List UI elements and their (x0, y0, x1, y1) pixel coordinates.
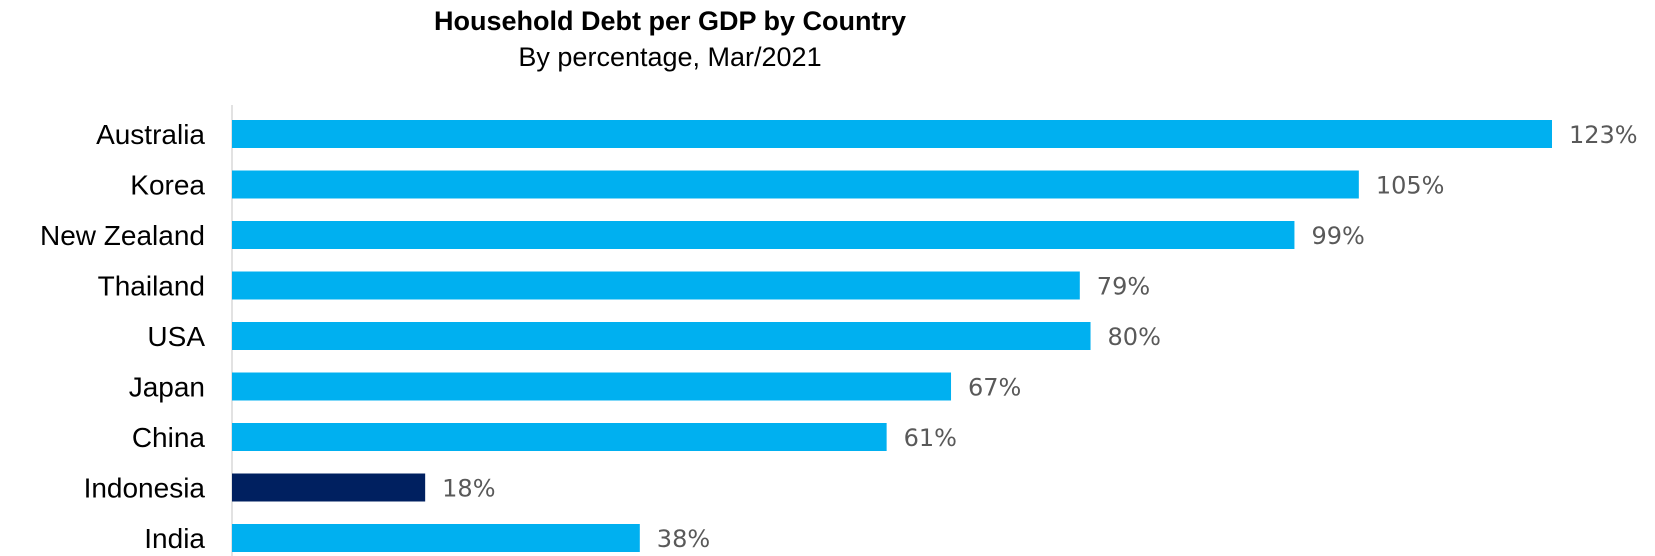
value-label-korea: 105% (1376, 172, 1445, 200)
category-label-australia: Australia (96, 119, 205, 150)
value-label-australia: 123% (1569, 121, 1638, 149)
value-label-indonesia: 18% (442, 475, 495, 503)
chart-subtitle: By percentage, Mar/2021 (518, 42, 822, 72)
category-label-indonesia: Indonesia (84, 473, 206, 504)
category-label-india: India (144, 523, 205, 554)
category-label-china: China (132, 422, 206, 453)
category-label-korea: Korea (130, 170, 205, 201)
category-label-japan: Japan (129, 372, 205, 403)
value-label-thailand: 79% (1097, 273, 1150, 301)
bar-usa (232, 322, 1091, 350)
bar-australia (232, 120, 1552, 148)
bar-japan (232, 372, 952, 401)
category-label-usa: USA (147, 321, 205, 352)
bar-indonesia (232, 473, 426, 502)
value-label-india: 38% (657, 525, 710, 553)
category-label-new-zealand: New Zealand (40, 220, 205, 251)
bar-china (232, 423, 887, 451)
bar-india (232, 524, 640, 552)
bar-korea (232, 170, 1359, 199)
value-label-china: 61% (904, 424, 957, 452)
value-label-japan: 67% (968, 374, 1021, 402)
bar-thailand (232, 271, 1080, 300)
category-label-thailand: Thailand (98, 271, 205, 302)
value-label-new-zealand: 99% (1311, 222, 1364, 250)
bars-group: Australia 123% Korea 105% New Zealand 99% Thai… (40, 119, 1638, 554)
bar-new-zealand (232, 221, 1295, 249)
chart-title: Household Debt per GDP by Country (433, 6, 907, 36)
value-label-usa: 80% (1108, 323, 1161, 351)
